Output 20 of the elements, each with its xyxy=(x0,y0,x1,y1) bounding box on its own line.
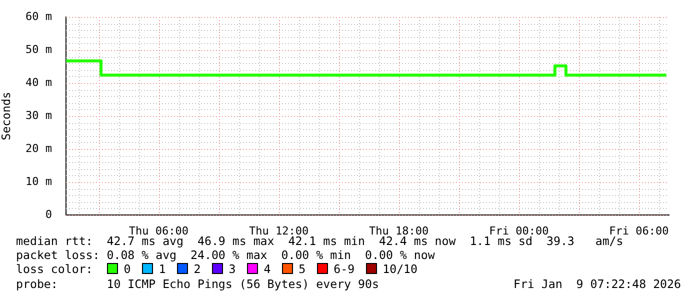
y-tick-label: 30 m xyxy=(26,108,52,122)
legend-label: 4 xyxy=(262,262,271,276)
legend-label: 0 xyxy=(122,262,131,276)
y-tick-label: 0 xyxy=(45,208,52,221)
y-tick-label: 60 m xyxy=(26,10,52,23)
y-axis-title: Seconds xyxy=(0,92,13,140)
text: probe: 10 ICMP Echo Pings (56 Bytes) every 90s xyxy=(16,277,379,291)
text: packet loss: 0.08 % avg 24.00 % max 0.00 % min 0.00 % now xyxy=(16,248,435,262)
legend-label: 5 xyxy=(298,262,306,276)
y-tick-label: 20 m xyxy=(26,142,52,155)
legend-label: 2 xyxy=(192,262,201,276)
legend-title: loss color: xyxy=(16,262,94,276)
legend-label: 3 xyxy=(228,262,236,276)
text: Fri Jan 9 07:22:48 2026 xyxy=(513,277,681,291)
y-tick-label: 50 m xyxy=(26,42,52,56)
legend-label: 10/10 xyxy=(382,262,418,276)
legend-label: 1 xyxy=(158,262,166,276)
y-tick-label: 40 m xyxy=(26,76,52,89)
legend-label: 6-9 xyxy=(332,262,355,276)
y-tick-label: 10 m xyxy=(26,174,52,188)
